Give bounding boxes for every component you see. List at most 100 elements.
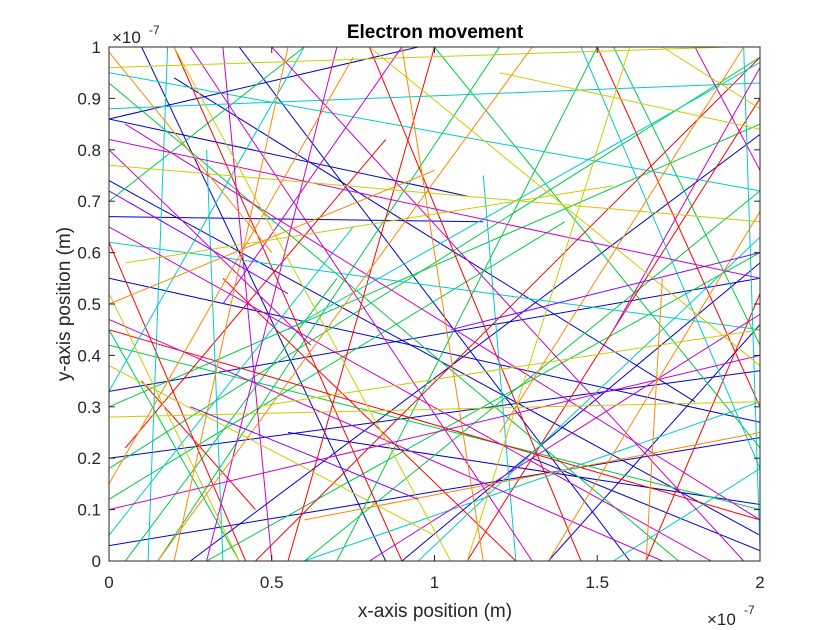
trajectory-segment (222, 47, 403, 305)
trajectory-segment (303, 190, 760, 561)
trajectory-segment (255, 56, 760, 561)
x-axis-label: x-axis position (m) (358, 601, 512, 622)
y-tick-label: 0.9 (77, 89, 101, 108)
trajectory-segment (613, 47, 760, 346)
trajectory-segment (369, 313, 760, 561)
trajectory-segment (580, 47, 760, 469)
trajectory-segment (694, 47, 760, 171)
y-tick-label: 0.1 (77, 501, 101, 520)
trajectory-segment (109, 329, 760, 521)
trajectory-segment (109, 216, 484, 223)
trajectory-segment (109, 118, 468, 197)
trajectory-segment (173, 47, 452, 561)
trajectory-segment (532, 457, 760, 552)
trajectory-segment (645, 278, 663, 561)
trajectory-segment (662, 47, 760, 110)
trajectory-segment (109, 149, 312, 346)
trajectory-segment (109, 164, 760, 223)
trajectory-segment (190, 133, 760, 561)
trajectory-segment (743, 47, 760, 551)
trajectory-segment (222, 277, 517, 561)
y-tick-label: 0.8 (77, 141, 101, 160)
x-tick-label: 1 (430, 573, 439, 592)
trajectory-segment (173, 47, 403, 561)
trajectory-segment (109, 344, 760, 511)
trajectory-segment (109, 180, 760, 536)
y-exponent-base: ×10 (112, 28, 141, 47)
trajectory-segment (547, 211, 760, 561)
x-tick-label: 0.5 (260, 573, 284, 592)
axes: 0 0.5 1 1.5 2 0 0.1 0.2 0.3 0.4 0.5 0.6 0.7 0.8 0.9 1 (77, 38, 764, 592)
chart-title: Electron movement (347, 22, 524, 43)
trajectory-segment (109, 293, 240, 561)
trajectory-segment (434, 47, 760, 449)
trajectory-segment (401, 262, 760, 561)
trajectory-segment (124, 278, 338, 561)
x-exponent-base: ×10 (707, 610, 736, 629)
y-tick-label: 0.5 (77, 295, 101, 314)
y-exponent-power: -7 (149, 23, 160, 37)
trajectory-segment (190, 406, 419, 500)
trajectory-segment (206, 149, 224, 561)
trajectory-segment (109, 221, 565, 500)
trajectory-segment (189, 47, 533, 561)
trajectory-segment (109, 401, 760, 418)
trajectory-segment (125, 185, 614, 264)
trajectory-segment (109, 82, 679, 561)
trajectory-segment (173, 47, 289, 561)
trajectory-segment (109, 354, 760, 511)
x-tick-label: 1.5 (585, 573, 609, 592)
y-tick-label: 0.4 (77, 346, 101, 365)
trajectory-segment (287, 61, 760, 331)
trajectory-segment (157, 47, 501, 561)
trajectory-segment (109, 329, 240, 561)
trajectory-segment (109, 51, 273, 253)
trajectory-segment (109, 82, 760, 110)
trajectory-segment (141, 380, 256, 510)
trajectory-segment (450, 252, 760, 331)
trajectory-segment (109, 241, 760, 331)
trajectory-segment (125, 123, 760, 521)
trajectory-segment (109, 57, 354, 485)
x-exponent-label: ×10 -7 (707, 603, 755, 629)
trajectory-segment (157, 47, 533, 561)
trajectory-segment (304, 432, 760, 521)
y-tick-label: 0.3 (77, 398, 101, 417)
trajectory-segment (109, 437, 760, 547)
trajectory-lines (109, 47, 760, 561)
trajectory-segment (271, 47, 745, 561)
trajectory-segment (645, 293, 760, 561)
trajectory-segment (336, 47, 598, 561)
trajectory-segment (147, 47, 169, 561)
trajectory-segment (304, 401, 760, 561)
trajectory-segment (109, 47, 305, 202)
trajectory-segment (109, 56, 760, 469)
y-exponent-label: ×10 -7 (112, 23, 160, 47)
y-tick-label: 0 (92, 552, 101, 571)
trajectory-segment (109, 139, 760, 279)
trajectory-segment (255, 329, 760, 408)
trajectory-segment (238, 47, 631, 561)
trajectory-segment (109, 277, 760, 423)
y-tick-label: 0.6 (77, 244, 101, 263)
x-tick-label: 0 (104, 573, 113, 592)
trajectory-segment (368, 47, 582, 561)
trajectory-segment (141, 47, 387, 561)
trajectory-segment (109, 226, 354, 536)
trajectory-segment (109, 190, 289, 295)
trajectory-segment (173, 77, 696, 403)
trajectory-segment (482, 175, 517, 561)
trajectory-segment (369, 47, 760, 367)
trajectory-segment (613, 67, 760, 330)
y-axis-label: y-axis position (m) (54, 227, 75, 381)
y-tick-label: 0.7 (77, 192, 101, 211)
trajectory-segment (401, 47, 484, 561)
trajectory-segment (613, 468, 760, 561)
trajectory-segment (109, 47, 728, 69)
x-exponent-power: -7 (744, 603, 755, 617)
trajectory-segment (206, 47, 338, 561)
trajectory-segment (499, 72, 760, 130)
trajectory-segment (109, 169, 435, 305)
y-tick-label: 0.2 (77, 449, 101, 468)
